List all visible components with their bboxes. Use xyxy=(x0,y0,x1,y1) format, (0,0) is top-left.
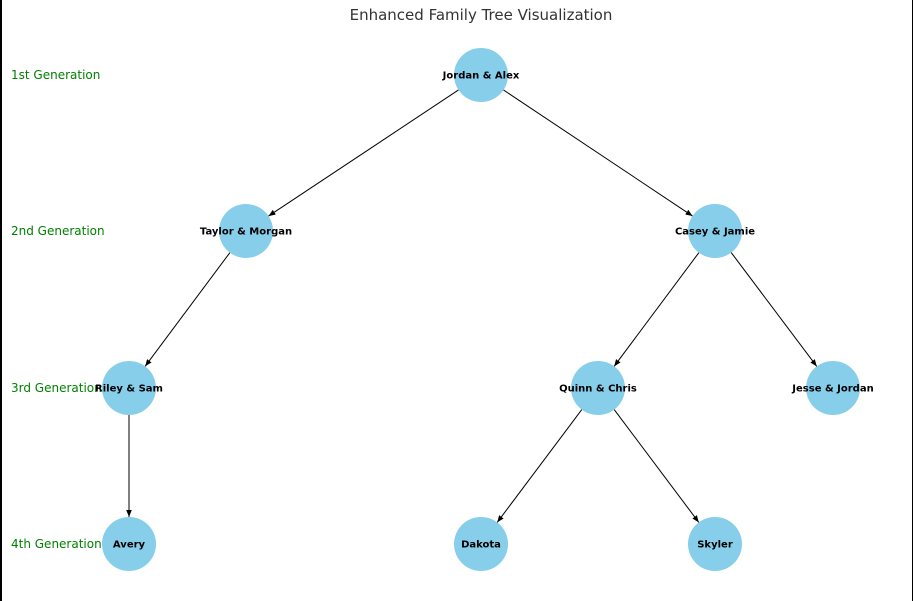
node-jesse-jordan: Jesse & Jordan xyxy=(791,361,873,415)
edge-casey-jamie-to-quinn-chris xyxy=(614,253,699,367)
node-label: Dakota xyxy=(461,540,501,551)
edge-jordan-alex-to-casey-jamie xyxy=(503,90,692,216)
node-dakota: Dakota xyxy=(454,517,508,571)
generation-label: 2nd Generation xyxy=(11,224,105,238)
node-quinn-chris: Quinn & Chris xyxy=(559,361,637,415)
node-label: Avery xyxy=(113,540,146,551)
node-avery: Avery xyxy=(102,517,156,571)
edge-quinn-chris-to-dakota xyxy=(497,410,582,523)
generation-label: 1st Generation xyxy=(11,68,100,82)
node-riley-sam: Riley & Sam xyxy=(95,361,163,415)
node-label: Jesse & Jordan xyxy=(791,384,873,395)
node-label: Casey & Jamie xyxy=(675,227,755,238)
edge-quinn-chris-to-skyler xyxy=(614,410,699,523)
node-label: Jordan & Alex xyxy=(442,71,520,82)
node-label: Skyler xyxy=(697,540,733,551)
diagram-title: Enhanced Family Tree Visualization xyxy=(350,6,613,24)
generation-labels: 1st Generation 2nd Generation 3rd Generati… xyxy=(11,68,105,551)
nodes: Jordan & Alex Taylor & Morgan Casey & Jami… xyxy=(95,48,874,571)
edges xyxy=(129,90,817,522)
node-skyler: Skyler xyxy=(688,517,742,571)
edge-casey-jamie-to-jesse-jordan xyxy=(731,253,817,367)
edge-jordan-alex-to-taylor-morgan xyxy=(268,90,458,216)
edge-taylor-morgan-to-riley-sam xyxy=(145,253,230,367)
generation-label: 4th Generation xyxy=(11,537,102,551)
node-label: Taylor & Morgan xyxy=(200,227,292,238)
node-label: Quinn & Chris xyxy=(559,384,637,395)
node-taylor-morgan: Taylor & Morgan xyxy=(200,204,292,258)
generation-label: 3rd Generation xyxy=(11,381,102,395)
node-label: Riley & Sam xyxy=(95,384,163,395)
